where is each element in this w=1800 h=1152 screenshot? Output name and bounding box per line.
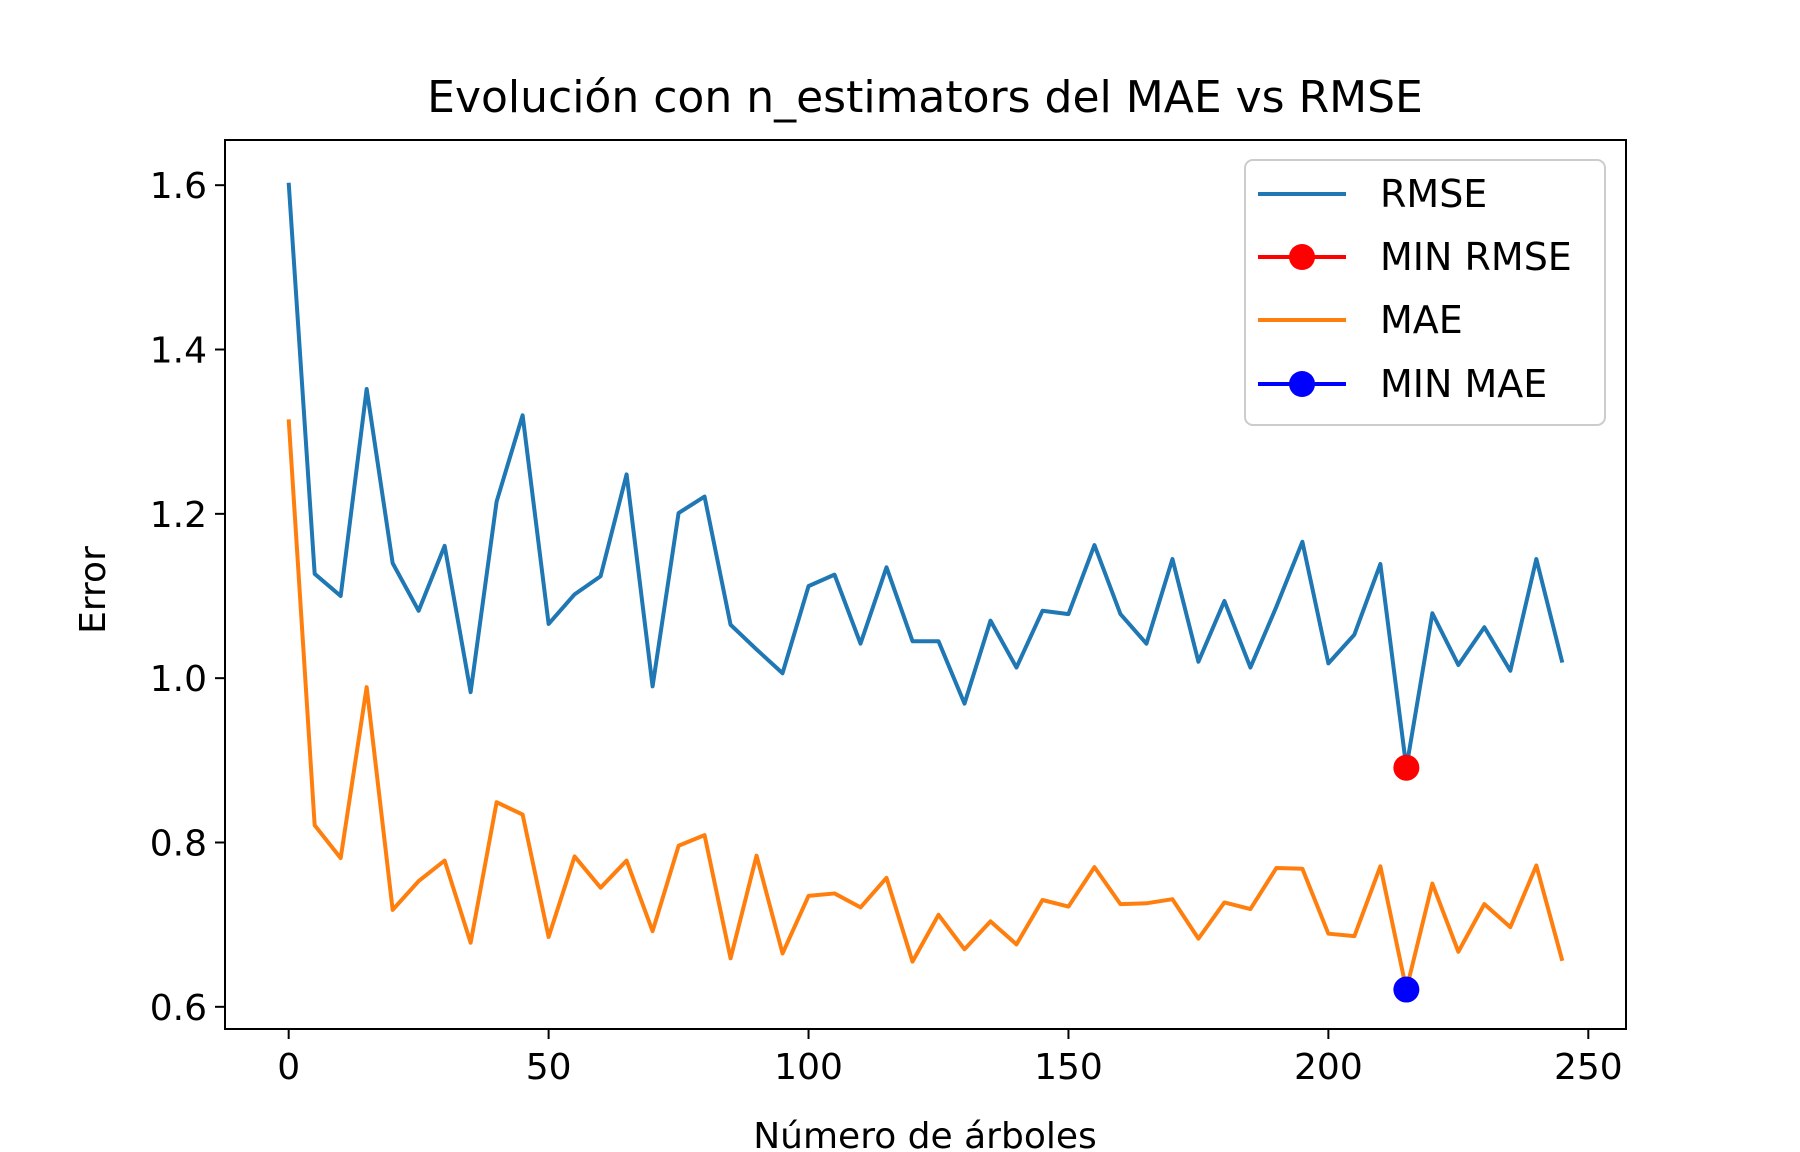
legend: RMSE MIN RMSE MAE MIN MAE (1244, 159, 1606, 426)
y-tick-label: 0.8 (150, 823, 207, 864)
legend-marker-min-rmse (1289, 244, 1315, 270)
y-tick-label: 1.4 (150, 331, 207, 372)
series-line-rmse (286, 182, 1565, 770)
legend-box (1244, 159, 1606, 426)
marker-min-mae (1393, 976, 1420, 1003)
y-axis-label: Error (73, 546, 114, 634)
x-tick-label: 100 (774, 1047, 843, 1088)
series-layer (286, 182, 1565, 1003)
x-tick-label: 150 (1034, 1047, 1103, 1088)
legend-marker-min-mae (1289, 371, 1315, 397)
x-tick-label: 200 (1294, 1047, 1363, 1088)
x-tick-label: 50 (526, 1047, 572, 1088)
legend-label-mae: MAE (1380, 298, 1463, 342)
legend-label-min-rmse: MIN RMSE (1380, 235, 1572, 279)
marker-min-rmse (1393, 754, 1420, 781)
x-tick-label: 250 (1554, 1047, 1623, 1088)
y-tick-label: 1.2 (150, 495, 207, 536)
x-tick-label: 0 (277, 1047, 300, 1088)
y-tick-label: 1.0 (150, 659, 207, 700)
x-axis-label: Número de árboles (753, 1116, 1097, 1152)
chart-title: Evolución con n_estimators del MAE vs RM… (427, 72, 1423, 123)
legend-label-min-mae: MIN MAE (1380, 362, 1547, 406)
series-line-mae (286, 419, 1565, 992)
y-tick-label: 1.6 (150, 166, 207, 207)
plot-area-frame (224, 139, 1627, 1030)
ticks-layer: 0 50 100 150 200 250 0.6 0.8 1.0 1.2 1.4 1.6 (150, 166, 1623, 1088)
y-tick-label: 0.6 (150, 988, 207, 1029)
legend-label-rmse: RMSE (1380, 172, 1487, 216)
